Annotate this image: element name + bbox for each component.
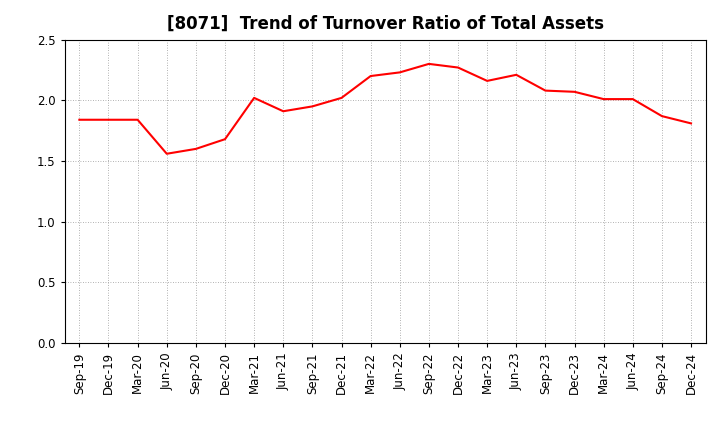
Title: [8071]  Trend of Turnover Ratio of Total Assets: [8071] Trend of Turnover Ratio of Total …	[167, 15, 603, 33]
